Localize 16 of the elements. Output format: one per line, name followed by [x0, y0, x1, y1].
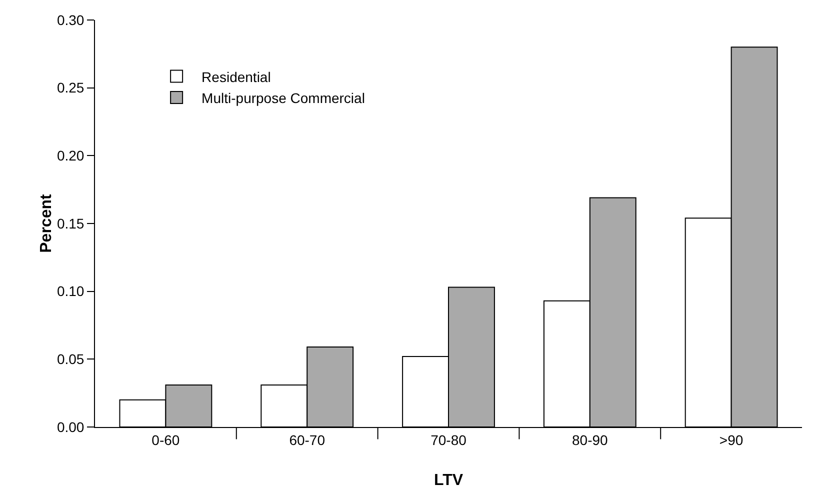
- legend-label: Multi-purpose Commercial: [202, 90, 365, 106]
- x-tick-label: >90: [719, 432, 744, 448]
- y-tick-label: 0.00: [56, 418, 84, 435]
- y-tick-label: 0.10: [56, 283, 84, 300]
- legend-label: Residential: [202, 68, 271, 85]
- y-tick-label: 0.30: [56, 12, 84, 28]
- y-tick-label: 0.05: [56, 351, 84, 368]
- x-tick-label: 0-60: [152, 432, 180, 448]
- y-tick-label: 0.20: [56, 148, 84, 164]
- x-axis-title: LTV: [434, 472, 464, 489]
- y-tick-label: 0.15: [56, 215, 84, 232]
- x-tick-label: 60-70: [289, 432, 326, 448]
- x-tick-label: 70-80: [430, 432, 467, 448]
- y-tick-label: 0.25: [56, 80, 84, 96]
- x-tick-label: 80-90: [572, 432, 608, 448]
- y-axis-title: Percent: [38, 193, 55, 253]
